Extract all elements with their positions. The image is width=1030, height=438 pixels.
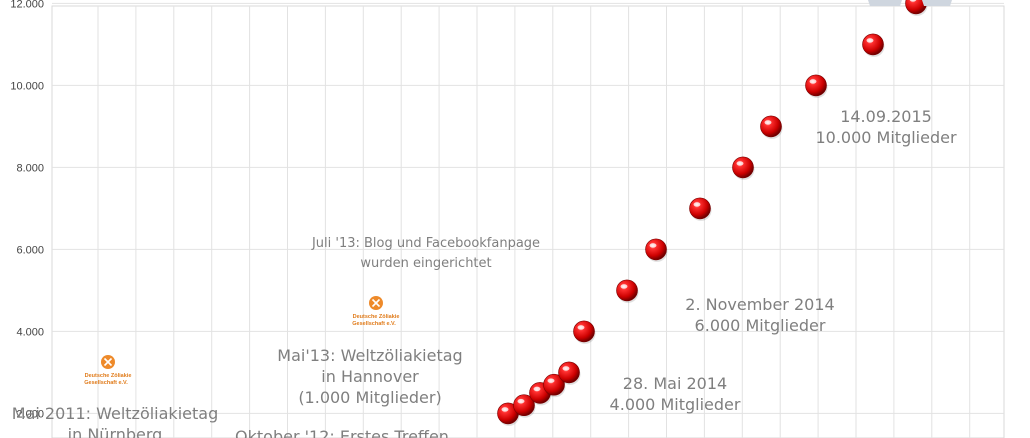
y-tick-label: 12.000: [10, 0, 44, 10]
annotation: 2. November 2014 6.000 Mitglieder: [685, 295, 834, 335]
data-point: [497, 402, 520, 426]
data-point: [616, 279, 639, 303]
annotation-line: in Nürnberg: [68, 425, 163, 438]
annotation-line: 14.09.2015: [840, 107, 932, 126]
annotation-line: 6.000 Mitglieder: [695, 316, 826, 335]
grid: [51, 2, 1005, 438]
logo-text-line1: Deutsche Zöliakie: [353, 314, 400, 320]
annotation: Mai 2011: Weltzöliakietag in Nürnberg: [12, 404, 218, 438]
annotation-line: Mai'13: Weltzöliakietag: [277, 346, 462, 365]
annotation: 14.09.2015 10.000 Mitglieder: [815, 107, 956, 147]
data-point: [862, 33, 885, 57]
y-axis-ticks: 12.000 10.000 8.000 6.000 4.000 2.000: [10, 0, 44, 420]
logo-text-line2: Gesellschaft e.V.: [352, 321, 396, 327]
annotation: Mai'13: Weltzöliakietag in Hannover (1.000…: [277, 346, 462, 407]
annotations: Mai 2011: Weltzöliakietag in Nürnberg Okto…: [12, 107, 957, 438]
annotation: 28. Mai 2014 4.000 Mitglieder: [610, 374, 741, 414]
plot-frame: [51, 5, 1005, 438]
y-tick-label: 6.000: [16, 244, 44, 256]
annotation: Oktober '12: Erstes Treffen: [235, 427, 449, 438]
data-point: [513, 394, 536, 418]
corner-decoration: [868, 0, 952, 6]
annotation-line: Oktober '12: Erstes Treffen: [235, 427, 449, 438]
data-point: [905, 0, 928, 16]
annotation-line: 28. Mai 2014: [623, 374, 727, 393]
annotation-line: 4.000 Mitglieder: [610, 395, 741, 414]
annotation-line: 2. November 2014: [685, 295, 834, 314]
annotation-line: Mai 2011: Weltzöliakietag: [12, 404, 218, 423]
y-tick-label: 4.000: [16, 326, 44, 338]
logo-text-line2: Gesellschaft e.V.: [84, 380, 128, 386]
annotation-line: (1.000 Mitglieder): [298, 388, 441, 407]
logo-text-line1: Deutsche Zöliakie: [85, 373, 132, 379]
data-point: [543, 373, 566, 398]
y-tick-label: 10.000: [10, 80, 44, 92]
annotation-line: wurden eingerichtet: [360, 256, 491, 271]
annotation-line: Juli '13: Blog und Facebookfanpage: [311, 236, 540, 251]
data-point: [573, 320, 596, 344]
annotation-line: 10.000 Mitglieder: [815, 128, 956, 147]
data-point: [732, 156, 755, 180]
data-point: [645, 238, 668, 262]
data-point: [689, 197, 712, 221]
annotation: Juli '13: Blog und Facebookfanpage wurden…: [311, 236, 540, 271]
data-point: [805, 74, 828, 98]
data-point: [760, 115, 783, 139]
data-points: [497, 0, 928, 426]
data-point: [558, 361, 581, 385]
y-tick-label: 2.000: [16, 408, 44, 420]
annotation-line: in Hannover: [321, 367, 419, 386]
y-tick-label: 8.000: [16, 162, 44, 174]
